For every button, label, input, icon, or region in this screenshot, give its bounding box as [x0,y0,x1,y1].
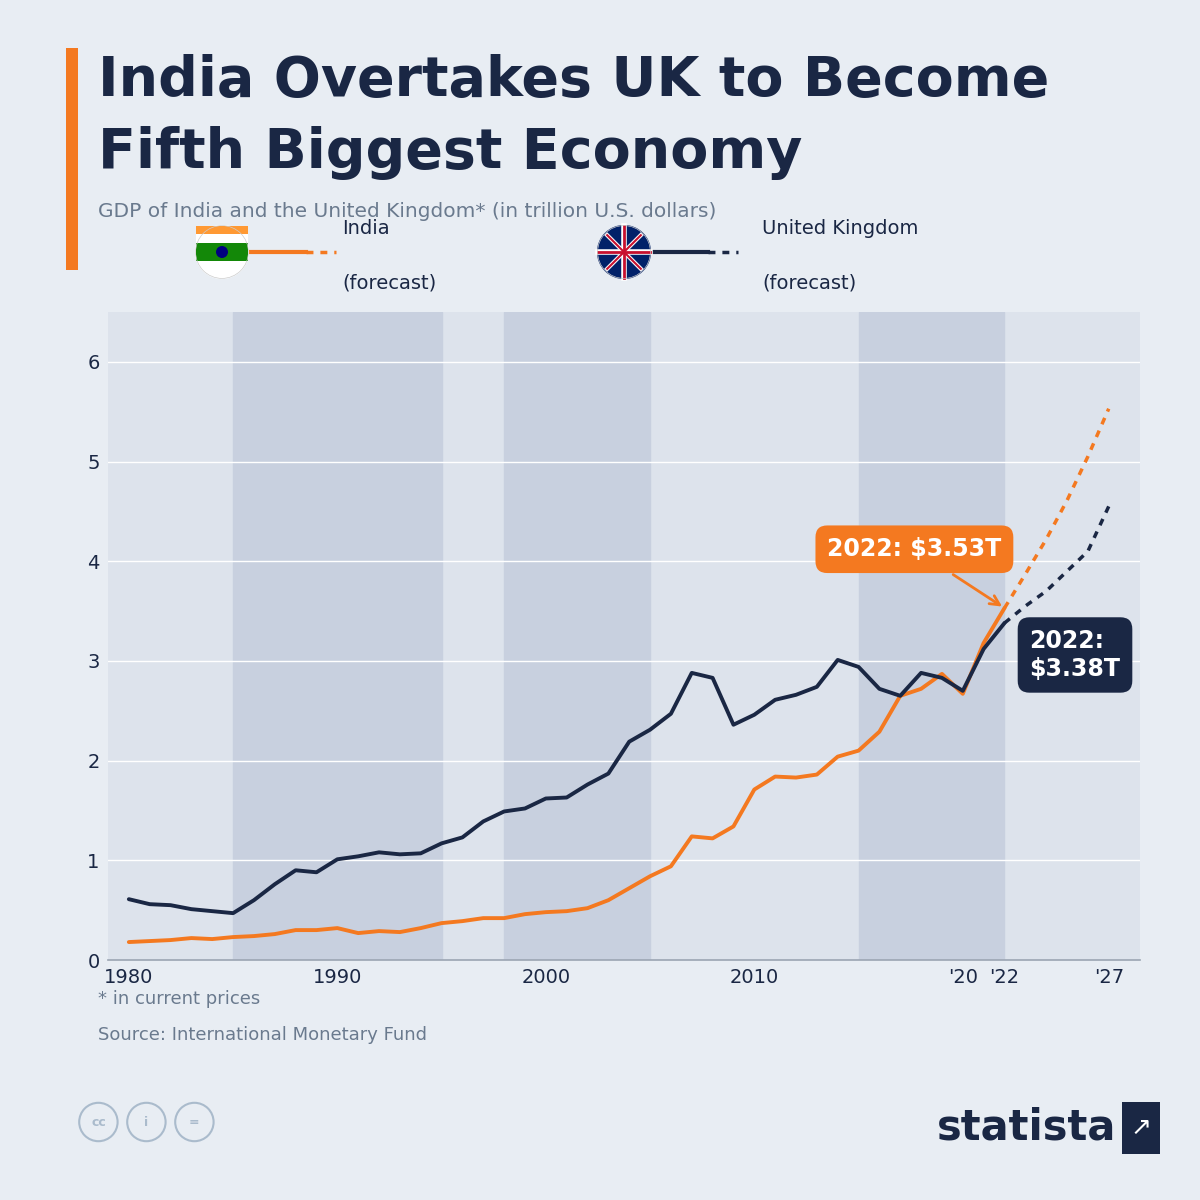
Text: (forecast): (forecast) [342,274,437,293]
Text: India Overtakes UK to Become: India Overtakes UK to Become [98,54,1050,108]
Text: (forecast): (forecast) [762,274,857,293]
Text: =: = [190,1116,199,1128]
Text: ↗: ↗ [1130,1116,1152,1140]
Text: 2022:
$3.38T: 2022: $3.38T [1030,629,1121,680]
Text: India: India [342,218,390,238]
Text: i: i [144,1116,149,1128]
Text: GDP of India and the United Kingdom* (in trillion U.S. dollars): GDP of India and the United Kingdom* (in… [98,202,716,221]
Text: * in current prices: * in current prices [98,990,260,1008]
Text: statista: statista [937,1106,1116,1150]
Bar [233,312,442,960]
Bar [858,312,1004,960]
Bar [504,312,650,960]
Text: Fifth Biggest Economy: Fifth Biggest Economy [98,126,803,180]
Text: 2022: $3.53T: 2022: $3.53T [827,538,1002,605]
Text: cc: cc [91,1116,106,1128]
Text: Source: International Monetary Fund: Source: International Monetary Fund [98,1026,427,1044]
Text: United Kingdom: United Kingdom [762,218,918,238]
